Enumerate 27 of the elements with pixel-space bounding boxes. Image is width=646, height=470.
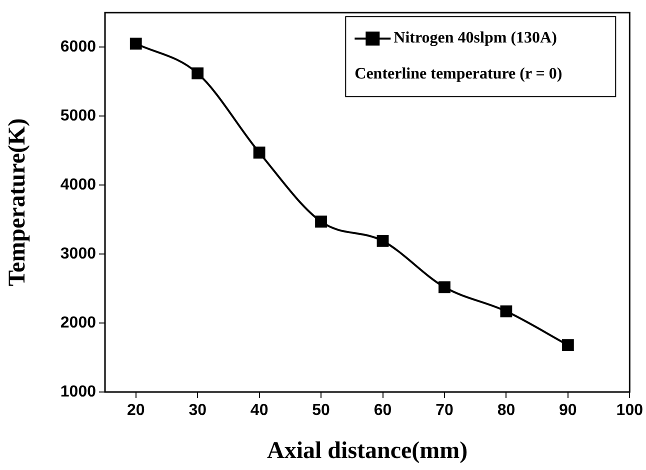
- point: [562, 339, 574, 352]
- x-tick-label: 30: [188, 402, 207, 420]
- x-tick-label: 50: [312, 402, 330, 420]
- y-tick-label: 2000: [60, 314, 96, 332]
- point: [253, 146, 266, 159]
- x-tick-label: 80: [497, 402, 516, 420]
- y-tick-label: 5000: [60, 107, 96, 124]
- x-tick-label: 40: [250, 402, 268, 420]
- point: [376, 234, 389, 247]
- point: [130, 38, 142, 50]
- x-tick-label: 90: [559, 402, 577, 420]
- x-tick-label: 100: [616, 402, 644, 420]
- legend-label: Nitrogen 40slpm (130A): [394, 30, 557, 47]
- point: [438, 281, 450, 294]
- annotation: Centerline temperature (r = 0): [354, 66, 562, 83]
- point: [500, 305, 512, 318]
- y-axis-title: Temperature(K): [4, 118, 31, 286]
- y-tick-label: 6000: [60, 38, 96, 56]
- y-tick-label: 4000: [60, 176, 96, 194]
- x-tick-label: 60: [374, 402, 392, 420]
- x-axis-title: Axial distance(mm): [267, 438, 468, 464]
- x-tick-label: 20: [126, 402, 145, 420]
- y-tick-label: 3000: [60, 245, 96, 262]
- point: [192, 67, 204, 80]
- point: [315, 216, 327, 228]
- x-tick-label: 70: [436, 402, 454, 420]
- y-tick-label: 1000: [60, 383, 96, 400]
